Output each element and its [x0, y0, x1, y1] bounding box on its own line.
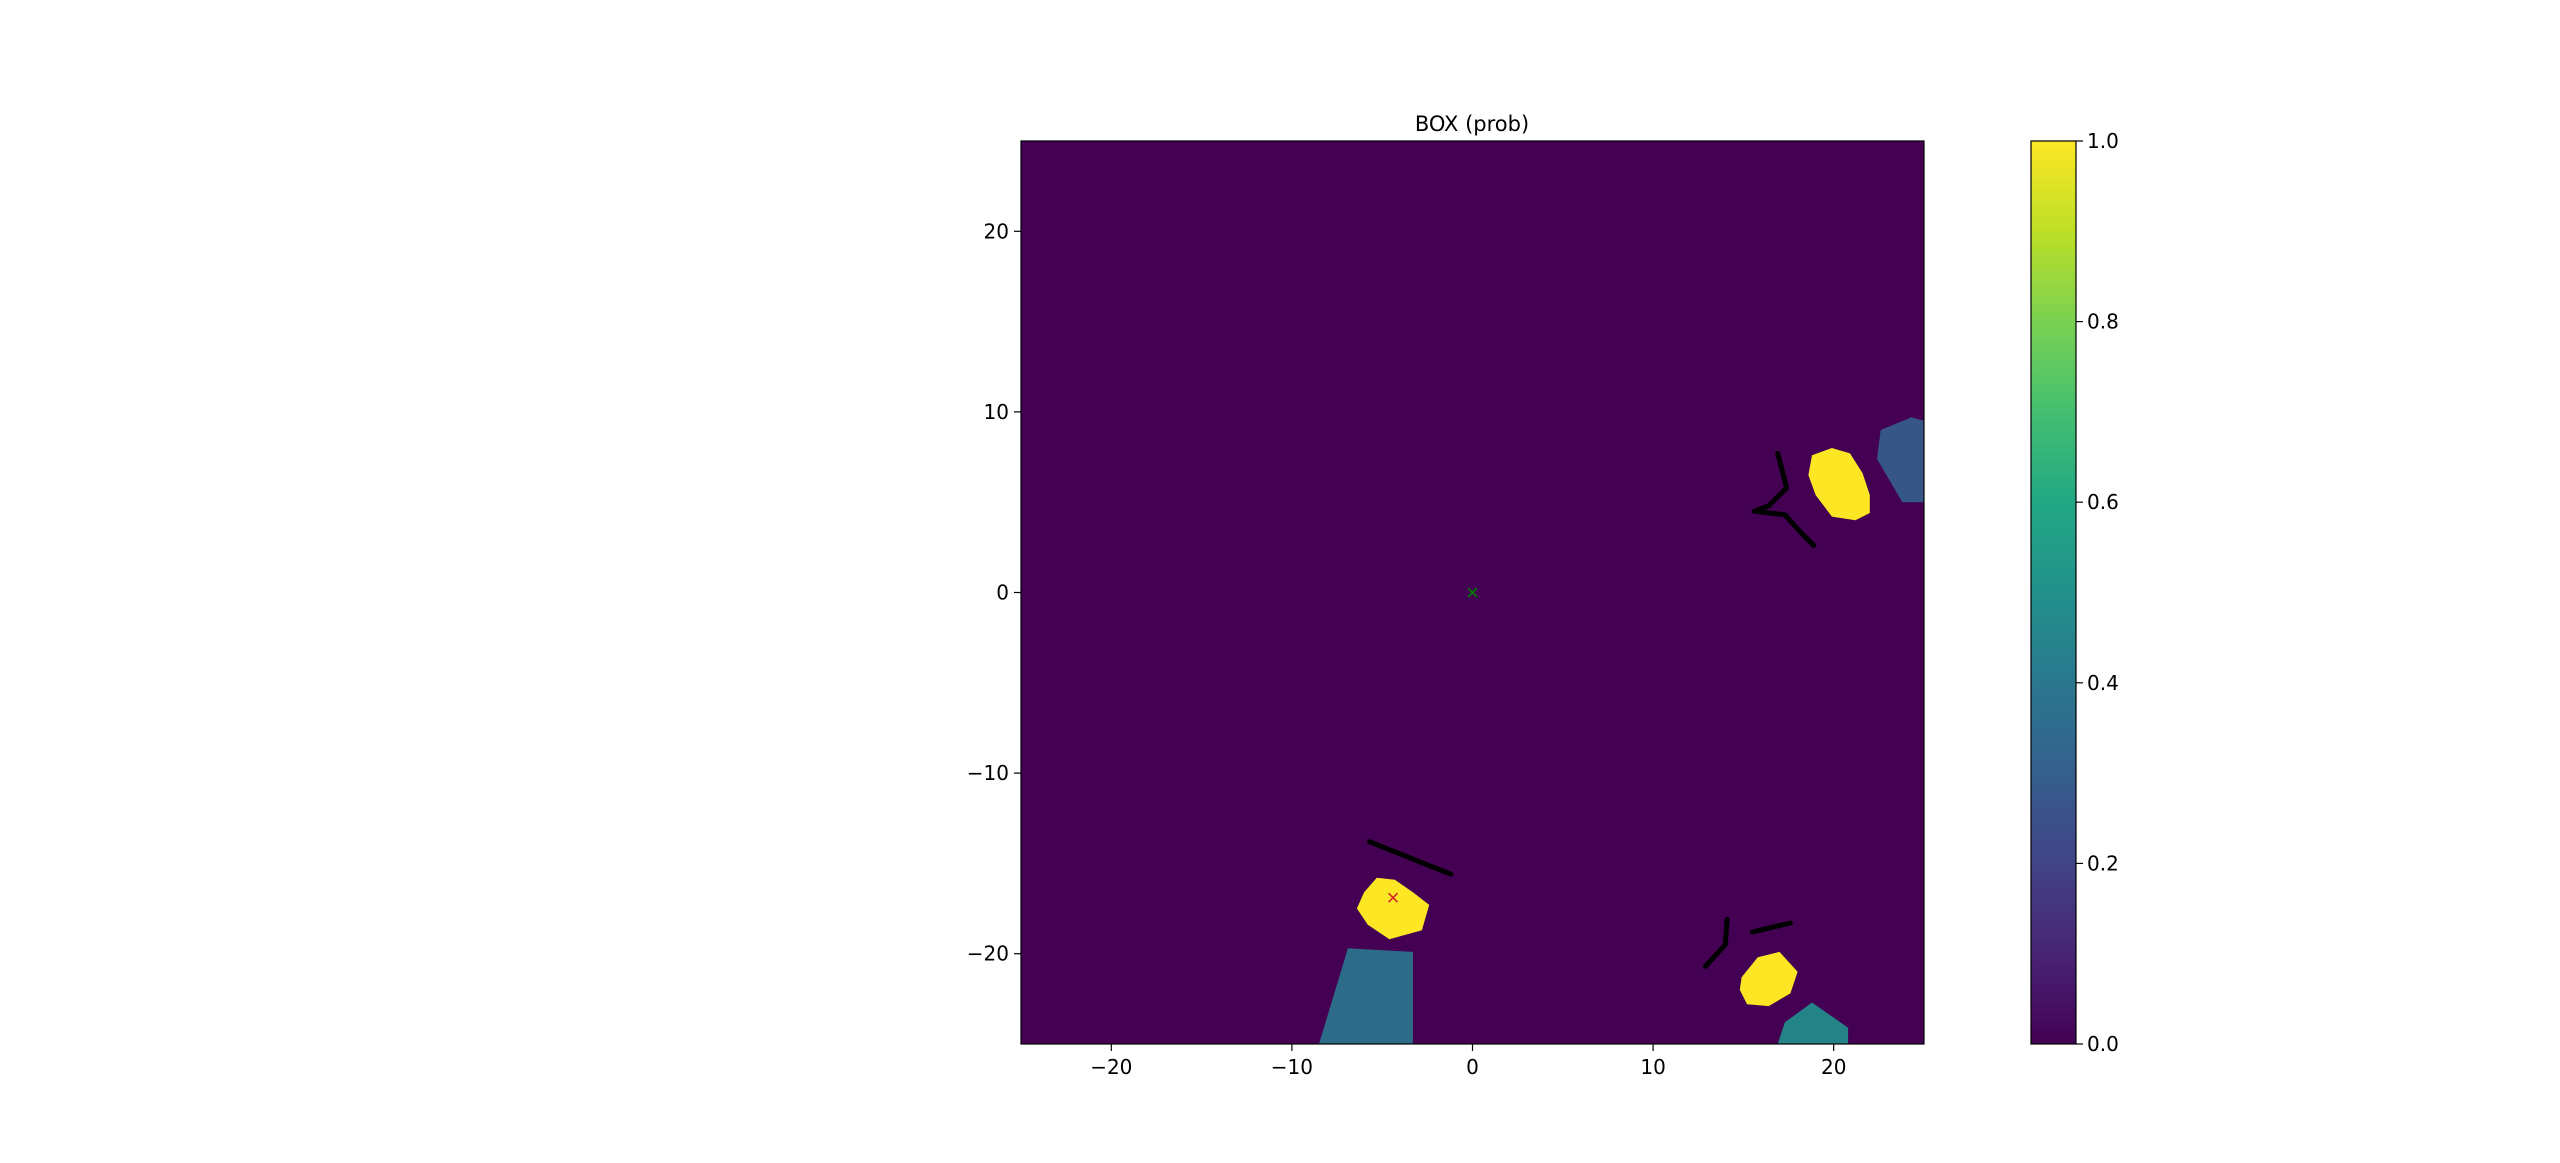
- colorbar-tick-label: 0.0: [2087, 1032, 2119, 1056]
- x-tick-label: −10: [1271, 1055, 1313, 1079]
- x-tick-label: 20: [1821, 1055, 1846, 1079]
- high-region-2: [1356, 877, 1430, 940]
- chart-title: BOX (prob): [1415, 112, 1529, 136]
- colorbar-tick-label: 0.6: [2087, 490, 2119, 514]
- high-region-3: [1739, 951, 1798, 1007]
- black-segment-4: [1703, 916, 1730, 969]
- medium-region-2: [1877, 417, 1924, 503]
- colorbar-ticks: 1.0 0.8 0.6 0.4 0.2 0.0: [2076, 129, 2119, 1056]
- colorbar-tick-label: 0.4: [2087, 671, 2119, 695]
- x-marker-1: [1467, 587, 1478, 598]
- y-tick-label: −20: [967, 942, 1009, 966]
- black-segment-2: [1751, 450, 1790, 514]
- x-tick-label: −20: [1090, 1055, 1132, 1079]
- colorbar-gradient: [2031, 141, 2076, 1044]
- medium-probability-regions: [1319, 417, 1924, 1044]
- high-probability-regions: [1356, 448, 1870, 1007]
- y-tick-label: 0: [996, 581, 1009, 605]
- black-segments: [1367, 450, 1817, 969]
- black-segment-5: [1749, 920, 1793, 935]
- markers: [1387, 587, 1478, 903]
- colorbar-tick-label: 0.2: [2087, 851, 2119, 875]
- black-segment-1: [1367, 839, 1454, 877]
- y-tick-label: 10: [984, 400, 1009, 424]
- x-marker-2: [1387, 892, 1399, 903]
- colorbar-tick-label: 0.8: [2087, 310, 2119, 334]
- y-tick-label: −10: [967, 761, 1009, 785]
- x-tick-label: 10: [1640, 1055, 1665, 1079]
- x-axis: −20 −10 0 10 20: [1090, 1044, 1846, 1079]
- medium-region-3: [1777, 1002, 1849, 1044]
- colorbar-tick-label: 1.0: [2087, 129, 2119, 153]
- colorbar: 1.0 0.8 0.6 0.4 0.2 0.0: [2030, 129, 2119, 1056]
- black-segment-3: [1751, 508, 1817, 548]
- colorbar-frame: [2030, 140, 2077, 1045]
- x-tick-label: 0: [1466, 1055, 1479, 1079]
- y-tick-label: 20: [984, 219, 1009, 243]
- y-axis: 20 10 0 −10 −20: [967, 219, 1021, 966]
- high-region-1: [1808, 448, 1870, 521]
- medium-region-1: [1319, 948, 1413, 1044]
- plot-area: [1020, 140, 1925, 1045]
